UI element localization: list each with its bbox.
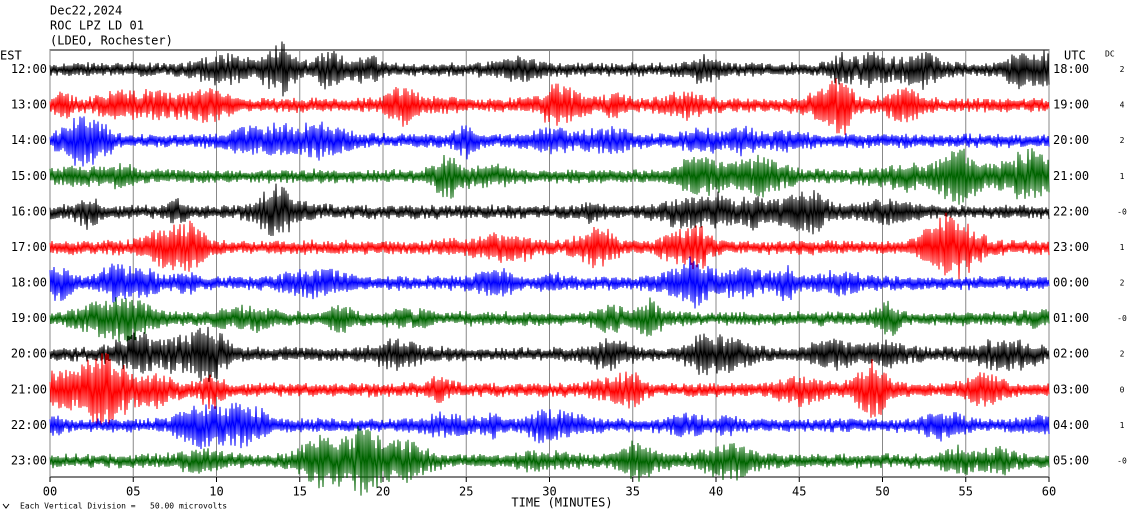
dc-value: 1 — [1120, 172, 1125, 181]
est-label: 21:00 — [11, 382, 47, 396]
est-label: 20:00 — [11, 347, 47, 361]
est-label: 23:00 — [11, 453, 47, 467]
x-tick-label: 05 — [126, 485, 140, 499]
est-label: 13:00 — [11, 98, 47, 112]
x-axis-label: TIME (MINUTES) — [511, 496, 612, 510]
utc-label: 19:00 — [1053, 98, 1089, 112]
utc-label: 03:00 — [1053, 382, 1089, 396]
right-axis-label: UTC — [1064, 49, 1086, 63]
utc-label: 01:00 — [1053, 311, 1089, 325]
est-label: 18:00 — [11, 276, 47, 290]
waveform — [49, 212, 1050, 280]
x-tick-label: 55 — [959, 485, 973, 499]
x-tick-label: 40 — [709, 485, 723, 499]
utc-label: 22:00 — [1053, 204, 1089, 218]
x-tick-label: 00 — [43, 485, 57, 499]
x-tick-label: 45 — [792, 485, 806, 499]
dc-value: 2 — [1120, 65, 1125, 74]
est-label: 22:00 — [11, 418, 47, 432]
utc-label: 05:00 — [1053, 453, 1089, 467]
x-tick-label: 25 — [459, 485, 473, 499]
x-tick-label: 30 — [542, 485, 556, 499]
dc-value: 2 — [1120, 350, 1125, 359]
est-label: 15:00 — [11, 169, 47, 183]
dc-value: 1 — [1120, 243, 1125, 252]
utc-label: 02:00 — [1053, 347, 1089, 361]
x-tick-label: 20 — [376, 485, 390, 499]
dc-label: DC — [1105, 50, 1115, 59]
footnote-icon — [2, 503, 10, 509]
est-label: 12:00 — [11, 62, 47, 76]
dc-value: -0 — [1117, 314, 1127, 323]
waveform — [49, 402, 1050, 450]
x-tick-label: 50 — [875, 485, 889, 499]
utc-label: 00:00 — [1053, 276, 1089, 290]
x-tick-label: 10 — [209, 485, 223, 499]
waveform — [49, 78, 1050, 135]
dc-value: 2 — [1120, 136, 1125, 145]
waveform — [49, 326, 1050, 382]
waveform — [49, 41, 1050, 97]
chart-location: (LDEO, Rochester) — [50, 34, 173, 48]
utc-label: 18:00 — [1053, 62, 1089, 76]
dc-value: 1 — [1120, 421, 1125, 430]
utc-label: 04:00 — [1053, 418, 1089, 432]
x-tick-label: 15 — [293, 485, 307, 499]
waveform — [49, 256, 1050, 309]
dc-value: -0 — [1117, 456, 1127, 465]
waveform — [49, 148, 1050, 205]
dc-value: 2 — [1120, 279, 1125, 288]
chart-title: Dec22,2024 — [50, 4, 122, 18]
est-label: 14:00 — [11, 133, 47, 147]
x-tick-label: 35 — [626, 485, 640, 499]
left-axis-label: EST — [0, 49, 22, 63]
est-label: 19:00 — [11, 311, 47, 325]
dc-value: -0 — [1117, 207, 1127, 216]
dc-value: 4 — [1120, 101, 1125, 110]
utc-label: 21:00 — [1053, 169, 1089, 183]
waveform — [49, 352, 1050, 427]
dc-value: 0 — [1120, 385, 1125, 394]
footnote: Each Vertical Division = 50.00 microvolt… — [20, 502, 227, 511]
waveform — [49, 116, 1050, 167]
waveform — [49, 425, 1050, 496]
waveform — [49, 183, 1050, 237]
waveform — [49, 297, 1050, 342]
utc-label: 20:00 — [1053, 133, 1089, 147]
x-tick-label: 60 — [1042, 485, 1056, 499]
est-label: 16:00 — [11, 204, 47, 218]
chart-subtitle: ROC LPZ LD 01 — [50, 19, 144, 33]
est-label: 17:00 — [11, 240, 47, 254]
utc-label: 23:00 — [1053, 240, 1089, 254]
